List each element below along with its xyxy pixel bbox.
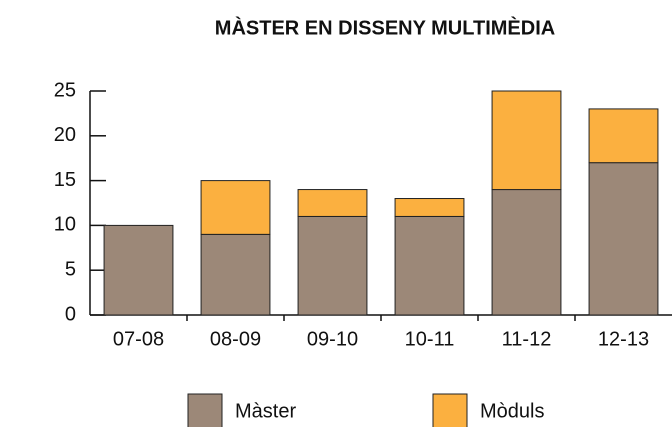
x-tick-label: 09-10 <box>307 328 358 350</box>
bar-segment <box>297 215 368 316</box>
y-tick-label: 20 <box>54 124 76 146</box>
legend-label: Mòduls <box>480 400 544 422</box>
bar-segment <box>491 189 562 316</box>
x-tick-label: 11-12 <box>502 328 552 350</box>
x-tick-label: 07-08 <box>113 328 164 350</box>
bar-segment <box>200 180 271 235</box>
bar-segment <box>394 215 465 316</box>
legend-swatch <box>432 393 468 427</box>
x-tick-label: 10-11 <box>405 328 455 350</box>
bar-segment <box>588 162 659 316</box>
y-tick-label: 15 <box>54 169 76 191</box>
bar-segment <box>103 224 174 316</box>
bar-segment <box>394 198 465 217</box>
bar-segment <box>491 90 562 191</box>
x-tick-label: 08-09 <box>210 328 261 350</box>
bar-segment <box>588 108 659 164</box>
x-tick-label: 12-13 <box>598 328 649 350</box>
bar-segment <box>200 233 271 316</box>
chart-title: MÀSTER EN DISSENY MULTIMÈDIA <box>215 16 555 39</box>
y-tick-label: 10 <box>54 214 76 236</box>
bar-segment <box>297 189 368 217</box>
y-tick-label: 0 <box>65 303 76 325</box>
y-tick-label: 5 <box>65 258 76 280</box>
y-tick-label: 25 <box>54 79 76 101</box>
legend-swatch <box>187 393 223 427</box>
legend-label: Màster <box>235 400 296 422</box>
